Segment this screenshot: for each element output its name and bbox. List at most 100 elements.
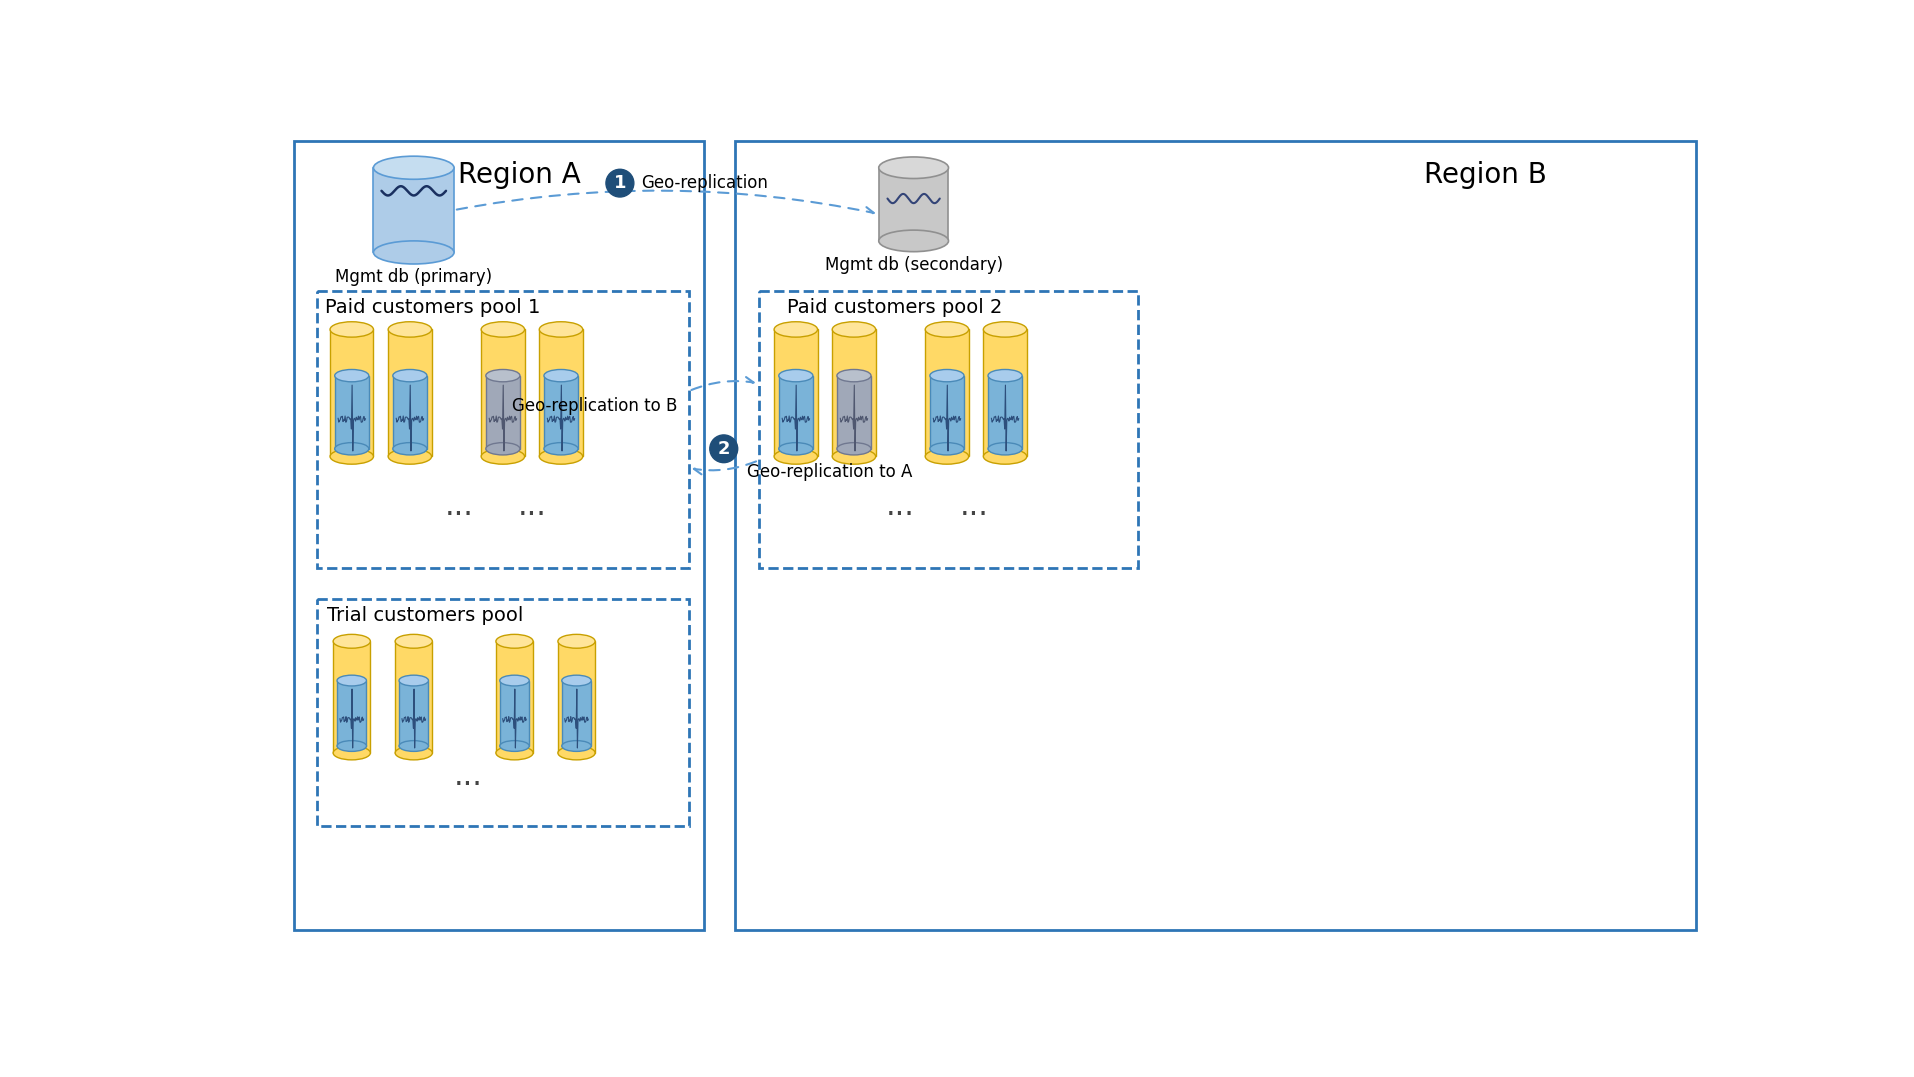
Ellipse shape xyxy=(373,241,454,264)
Text: ...: ... xyxy=(959,492,988,521)
Text: 1: 1 xyxy=(612,174,626,192)
Ellipse shape xyxy=(500,675,528,686)
Ellipse shape xyxy=(930,369,963,382)
Ellipse shape xyxy=(540,322,582,337)
Polygon shape xyxy=(500,681,528,746)
Polygon shape xyxy=(984,330,1026,457)
Text: Geo-replication to B: Geo-replication to B xyxy=(511,397,678,416)
Ellipse shape xyxy=(557,634,595,648)
Ellipse shape xyxy=(392,369,427,382)
Ellipse shape xyxy=(329,449,373,464)
Ellipse shape xyxy=(833,449,875,464)
Ellipse shape xyxy=(988,443,1022,454)
FancyBboxPatch shape xyxy=(316,599,689,826)
Text: Region B: Region B xyxy=(1422,162,1547,190)
Ellipse shape xyxy=(836,369,871,382)
Circle shape xyxy=(605,169,634,197)
Text: ...: ... xyxy=(454,761,482,791)
Ellipse shape xyxy=(329,322,373,337)
Ellipse shape xyxy=(335,369,369,382)
Ellipse shape xyxy=(394,746,433,760)
Polygon shape xyxy=(496,641,532,753)
FancyBboxPatch shape xyxy=(316,291,689,569)
Polygon shape xyxy=(557,641,595,753)
Ellipse shape xyxy=(557,746,595,760)
Ellipse shape xyxy=(833,322,875,337)
Ellipse shape xyxy=(333,746,369,760)
Polygon shape xyxy=(333,641,369,753)
Ellipse shape xyxy=(773,322,817,337)
Polygon shape xyxy=(561,681,591,746)
Ellipse shape xyxy=(561,741,591,752)
Polygon shape xyxy=(337,681,366,746)
Text: Mgmt db (secondary): Mgmt db (secondary) xyxy=(825,256,1003,275)
Ellipse shape xyxy=(930,443,963,454)
Ellipse shape xyxy=(398,675,429,686)
Text: ...: ... xyxy=(517,492,547,521)
Polygon shape xyxy=(480,330,524,457)
Ellipse shape xyxy=(988,369,1022,382)
Polygon shape xyxy=(392,376,427,449)
Ellipse shape xyxy=(540,449,582,464)
Text: 2: 2 xyxy=(718,439,729,458)
FancyBboxPatch shape xyxy=(735,141,1696,931)
FancyBboxPatch shape xyxy=(293,141,704,931)
Text: ...: ... xyxy=(886,492,915,521)
Ellipse shape xyxy=(335,443,369,454)
Polygon shape xyxy=(486,376,521,449)
Text: Geo-replication: Geo-replication xyxy=(641,174,768,192)
Polygon shape xyxy=(773,330,817,457)
Polygon shape xyxy=(389,330,431,457)
Ellipse shape xyxy=(779,443,812,454)
Ellipse shape xyxy=(984,449,1026,464)
Polygon shape xyxy=(930,376,963,449)
Ellipse shape xyxy=(561,675,591,686)
Text: Paid customers pool 1: Paid customers pool 1 xyxy=(325,298,540,318)
Polygon shape xyxy=(335,376,369,449)
Ellipse shape xyxy=(879,230,947,252)
Ellipse shape xyxy=(924,449,968,464)
Polygon shape xyxy=(544,376,578,449)
Ellipse shape xyxy=(333,634,369,648)
Ellipse shape xyxy=(496,746,532,760)
Ellipse shape xyxy=(836,443,871,454)
Ellipse shape xyxy=(392,443,427,454)
Ellipse shape xyxy=(398,741,429,752)
Polygon shape xyxy=(836,376,871,449)
Polygon shape xyxy=(779,376,812,449)
Text: Geo-replication to A: Geo-replication to A xyxy=(746,463,911,481)
Ellipse shape xyxy=(389,449,431,464)
Polygon shape xyxy=(879,168,947,241)
Polygon shape xyxy=(833,330,875,457)
Ellipse shape xyxy=(480,449,524,464)
Text: Paid customers pool 2: Paid customers pool 2 xyxy=(787,298,1001,318)
Ellipse shape xyxy=(984,322,1026,337)
Ellipse shape xyxy=(924,322,968,337)
Polygon shape xyxy=(373,168,454,252)
Ellipse shape xyxy=(544,369,578,382)
Polygon shape xyxy=(329,330,373,457)
Ellipse shape xyxy=(373,156,454,179)
Ellipse shape xyxy=(337,741,366,752)
Ellipse shape xyxy=(480,322,524,337)
Ellipse shape xyxy=(337,675,366,686)
Ellipse shape xyxy=(544,443,578,454)
Text: Mgmt db (primary): Mgmt db (primary) xyxy=(335,268,492,285)
Ellipse shape xyxy=(389,322,431,337)
Ellipse shape xyxy=(394,634,433,648)
Polygon shape xyxy=(394,641,433,753)
Polygon shape xyxy=(398,681,429,746)
Ellipse shape xyxy=(773,449,817,464)
Polygon shape xyxy=(924,330,968,457)
Ellipse shape xyxy=(486,443,521,454)
Polygon shape xyxy=(988,376,1022,449)
Circle shape xyxy=(710,435,737,463)
Text: ...: ... xyxy=(444,492,473,521)
Text: Region A: Region A xyxy=(457,162,580,190)
Polygon shape xyxy=(540,330,582,457)
Ellipse shape xyxy=(500,741,528,752)
Text: Trial customers pool: Trial customers pool xyxy=(327,606,523,626)
Ellipse shape xyxy=(879,157,947,179)
Ellipse shape xyxy=(779,369,812,382)
Ellipse shape xyxy=(486,369,521,382)
